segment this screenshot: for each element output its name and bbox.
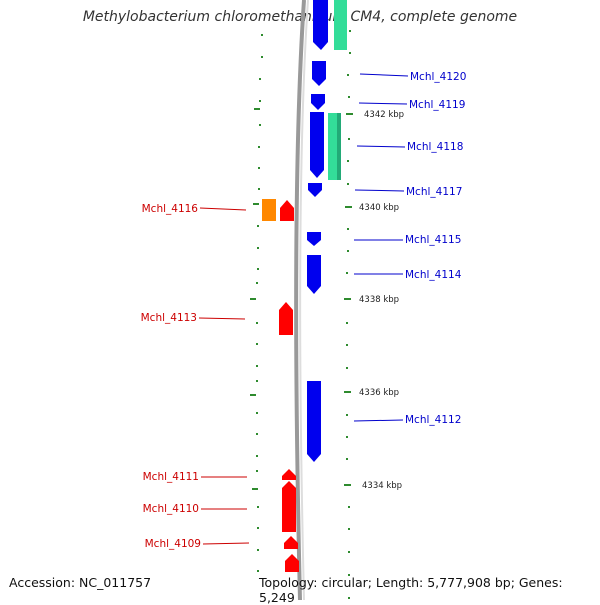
label-mchl-4113[interactable]: Mchl_4113 [141, 312, 197, 324]
label-mchl-4110[interactable]: Mchl_4110 [143, 503, 199, 515]
label-mchl-4115[interactable]: Mchl_4115 [405, 234, 461, 246]
label-mchl-4116[interactable]: Mchl_4116 [142, 203, 199, 215]
label-mchl-4119[interactable]: Mchl_4119 [409, 99, 465, 111]
right-leader-lines [353, 73, 409, 422]
gene-mchl-4111[interactable] [282, 469, 296, 480]
gene-mchl-4114[interactable] [307, 255, 321, 294]
gene-blue-top[interactable] [313, 0, 328, 50]
teal-feature-mid-shade [337, 113, 341, 180]
topology-text: Topology: circular; Length: 5,777,908 bp… [259, 575, 563, 605]
label-mchl-4114[interactable]: Mchl_4114 [405, 269, 462, 281]
gene-mchl-4109[interactable] [284, 536, 298, 549]
genome-backbone [294, 0, 306, 600]
kbp-label-4336: 4336 kbp [359, 388, 399, 398]
gene-mchl-4116-orange[interactable] [262, 199, 276, 221]
gene-mchl-4115[interactable] [307, 232, 321, 246]
right-tick-track [344, 30, 353, 599]
gene-mchl-4117[interactable] [308, 183, 322, 197]
kbp-label-4340: 4340 kbp [359, 203, 399, 213]
teal-feature-top[interactable] [334, 0, 347, 50]
label-mchl-4109[interactable]: Mchl_4109 [145, 538, 201, 550]
label-mchl-4117[interactable]: Mchl_4117 [406, 186, 462, 198]
gene-mchl-4116[interactable] [280, 200, 294, 221]
gene-mchl-4118[interactable] [310, 112, 324, 178]
gene-mchl-4110[interactable] [282, 481, 296, 532]
kbp-label-4342: 4342 kbp [364, 110, 404, 120]
map-title: Methylobacterium chloromethanicum CM4, c… [82, 9, 518, 25]
gene-red-bottom[interactable] [285, 554, 299, 572]
genome-backbone-highlight [299, 0, 309, 600]
label-mchl-4111[interactable]: Mchl_4111 [143, 471, 199, 483]
kbp-label-4338: 4338 kbp [359, 295, 399, 305]
label-mchl-4120[interactable]: Mchl_4120 [410, 71, 466, 83]
gene-mchl-4119[interactable] [311, 94, 325, 110]
kbp-label-4334: 4334 kbp [362, 481, 402, 491]
gene-mchl-4112[interactable] [307, 381, 321, 462]
left-tick-track [250, 34, 263, 572]
left-leader-lines [198, 207, 250, 545]
label-mchl-4118[interactable]: Mchl_4118 [407, 141, 463, 153]
label-mchl-4112[interactable]: Mchl_4112 [405, 414, 461, 426]
gene-mchl-4113[interactable] [279, 302, 293, 335]
accession-text: Accession: NC_011757 [9, 575, 152, 590]
gene-mchl-4120[interactable] [312, 61, 326, 86]
